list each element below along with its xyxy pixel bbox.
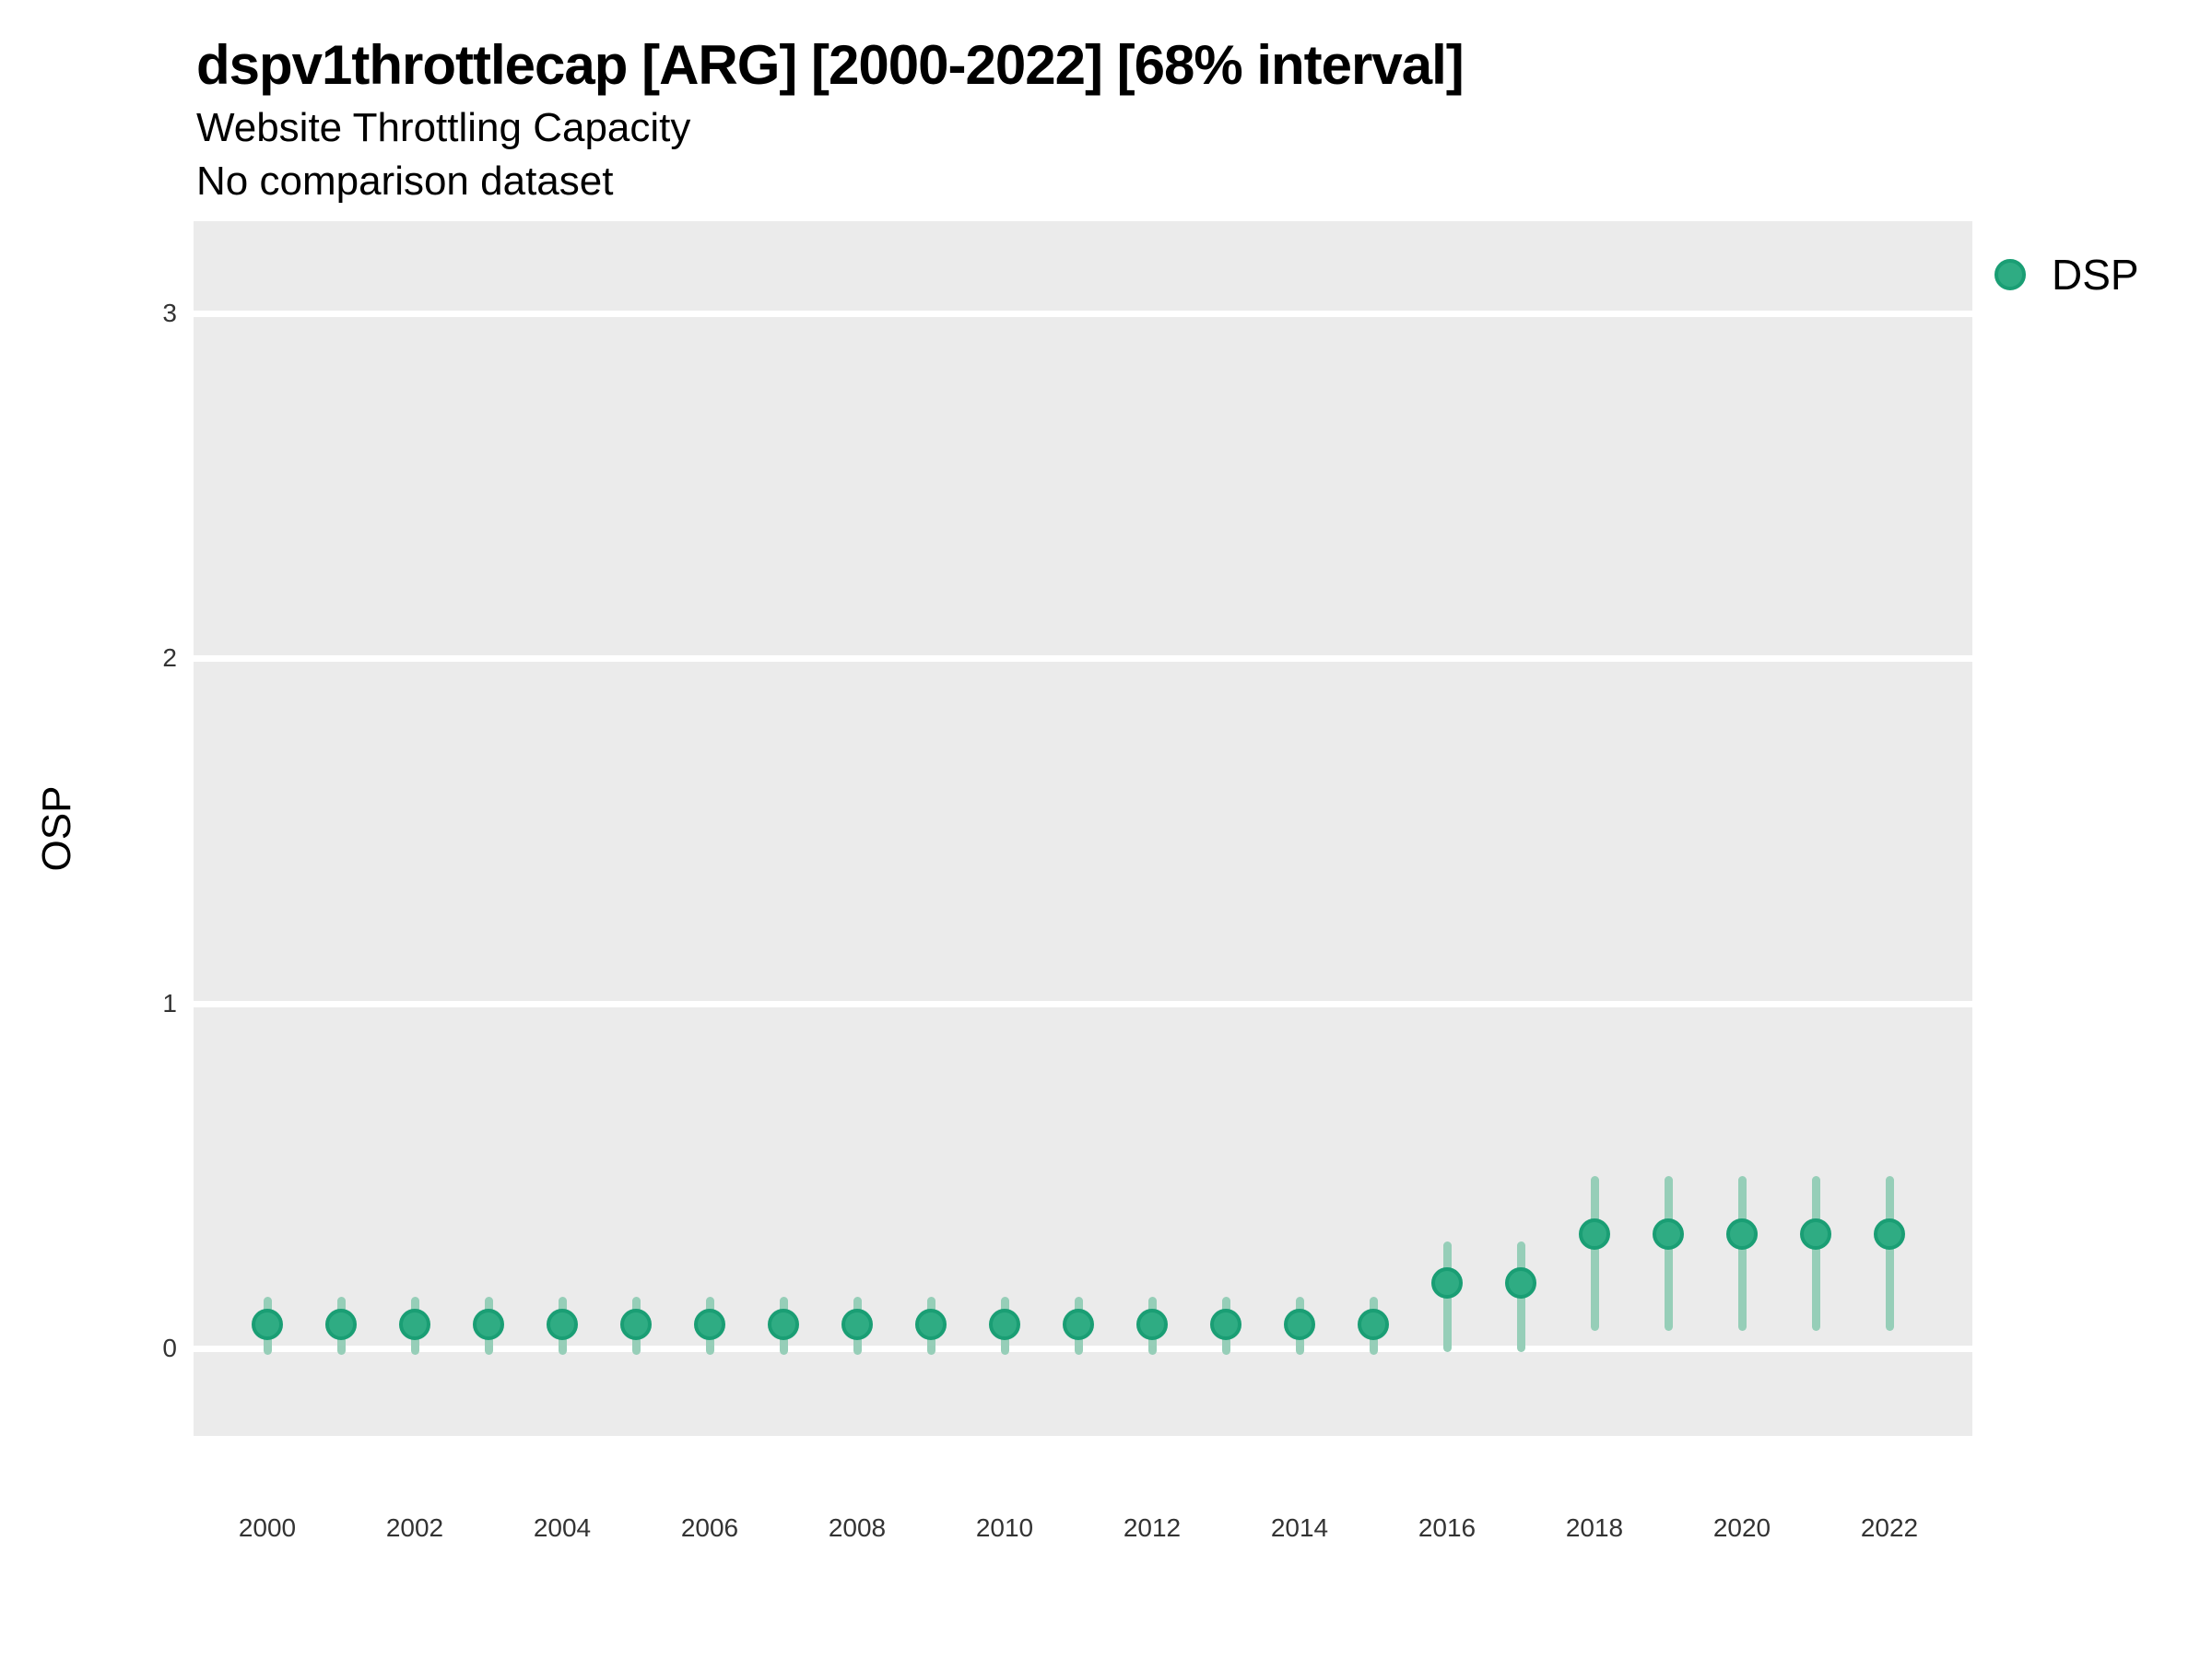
x-tick-label-2006: 2006 <box>680 1513 739 1542</box>
point-DSP-2011 <box>1063 1308 1094 1340</box>
y-tick-label-2: 2 <box>162 643 177 673</box>
plot-panel <box>194 221 1972 1436</box>
point-DSP-2007 <box>768 1308 799 1340</box>
point-DSP-2009 <box>915 1308 947 1340</box>
x-tick-label-2012: 2012 <box>1123 1513 1182 1542</box>
legend-marker-circle-icon <box>1994 259 2026 290</box>
point-DSP-2018 <box>1579 1218 1610 1251</box>
chart-title: dspv1throttlecap [ARG] [2000-2022] [68% … <box>196 34 1465 96</box>
point-DSP-2016 <box>1431 1266 1463 1299</box>
chart-note: No comparison dataset <box>196 159 614 204</box>
gridline-y-3 <box>194 311 1972 318</box>
point-DSP-2012 <box>1136 1308 1168 1340</box>
point-DSP-2006 <box>694 1308 725 1340</box>
x-tick-label-2000: 2000 <box>238 1513 297 1542</box>
legend-label: DSP <box>2052 251 2139 299</box>
gridline-y-0 <box>194 1346 1972 1352</box>
point-DSP-2008 <box>841 1308 873 1340</box>
point-DSP-2022 <box>1874 1218 1905 1251</box>
interval-DSP-2022 <box>1885 1175 1894 1332</box>
gridline-y-2 <box>194 655 1972 663</box>
point-DSP-2010 <box>989 1308 1020 1340</box>
point-DSP-2004 <box>547 1308 578 1340</box>
x-tick-label-2004: 2004 <box>533 1513 592 1542</box>
interval-DSP-2018 <box>1590 1175 1599 1332</box>
point-DSP-2001 <box>325 1308 357 1340</box>
point-DSP-2003 <box>473 1308 504 1340</box>
x-tick-label-2022: 2022 <box>1860 1513 1919 1542</box>
point-DSP-2014 <box>1284 1308 1315 1340</box>
point-DSP-2000 <box>252 1308 283 1340</box>
interval-DSP-2021 <box>1811 1175 1820 1332</box>
point-DSP-2021 <box>1800 1218 1831 1251</box>
x-tick-label-2020: 2020 <box>1712 1513 1771 1542</box>
y-axis-title: OSP <box>34 785 79 872</box>
gridline-y-1 <box>194 1000 1972 1007</box>
interval-DSP-2020 <box>1737 1175 1747 1332</box>
point-DSP-2020 <box>1726 1218 1758 1251</box>
x-tick-label-2002: 2002 <box>385 1513 444 1542</box>
point-DSP-2019 <box>1653 1218 1684 1251</box>
x-tick-label-2010: 2010 <box>975 1513 1034 1542</box>
interval-DSP-2019 <box>1664 1175 1673 1332</box>
y-tick-label-3: 3 <box>162 299 177 328</box>
x-tick-label-2008: 2008 <box>828 1513 887 1542</box>
x-tick-label-2014: 2014 <box>1270 1513 1329 1542</box>
chart-subtitle: Website Throttling Capacity <box>196 105 691 150</box>
point-DSP-2002 <box>399 1308 430 1340</box>
legend: DSP <box>1994 249 2139 300</box>
y-tick-label-0: 0 <box>162 1334 177 1362</box>
point-DSP-2015 <box>1358 1308 1389 1340</box>
point-DSP-2017 <box>1505 1266 1536 1299</box>
y-tick-label-1: 1 <box>162 988 177 1018</box>
point-DSP-2005 <box>620 1308 652 1340</box>
point-DSP-2013 <box>1210 1308 1241 1340</box>
x-tick-label-2016: 2016 <box>1418 1513 1477 1542</box>
legend-entry-DSP: DSP <box>1994 249 2139 300</box>
x-tick-label-2018: 2018 <box>1565 1513 1624 1542</box>
